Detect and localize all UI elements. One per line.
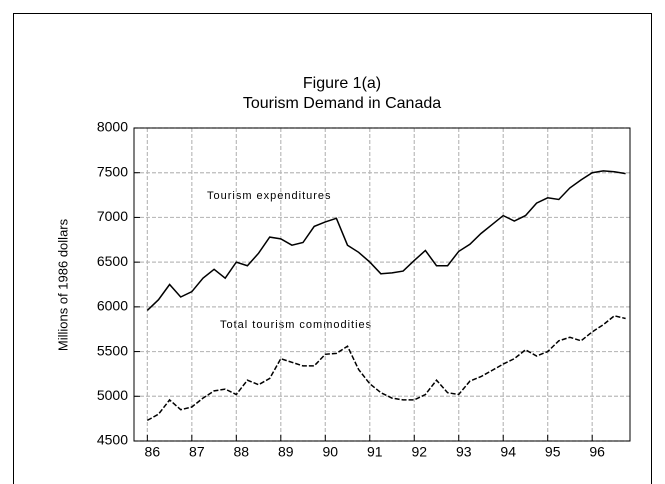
x-tick-label: 95 — [545, 444, 561, 460]
y-tick-label: 6500 — [97, 253, 128, 269]
x-tick-label: 93 — [456, 444, 472, 460]
y-axis-label: Millions of 1986 dollars — [55, 218, 70, 351]
x-tick-label: 90 — [322, 444, 338, 460]
y-tick-label: 8000 — [97, 119, 128, 135]
x-tick-label: 91 — [367, 444, 383, 460]
y-tick-label: 4500 — [97, 432, 128, 448]
x-tick-label: 94 — [500, 444, 516, 460]
x-tick-label: 89 — [278, 444, 294, 460]
frame — [13, 13, 652, 484]
x-tick-label: 96 — [589, 444, 605, 460]
y-tick-label: 7500 — [97, 163, 128, 179]
chart-subtitle: Tourism Demand in Canada — [243, 95, 441, 112]
x-tick-label: 92 — [411, 444, 427, 460]
x-tick-label: 88 — [234, 444, 250, 460]
y-tick-label: 7000 — [97, 208, 128, 224]
series-line — [146, 170, 626, 311]
x-tick-label: 86 — [145, 444, 161, 460]
plot-border — [133, 127, 631, 442]
y-tick-label: 5000 — [97, 387, 128, 403]
series-label: Total tourism commodities — [220, 319, 372, 331]
series-line — [146, 314, 626, 422]
x-tick-label: 87 — [189, 444, 205, 460]
y-tick-label: 6000 — [97, 298, 128, 314]
chart-title: Figure 1(a) — [303, 75, 381, 92]
series-label: Tourism expenditures — [207, 190, 332, 202]
y-tick-label: 5500 — [97, 342, 128, 358]
